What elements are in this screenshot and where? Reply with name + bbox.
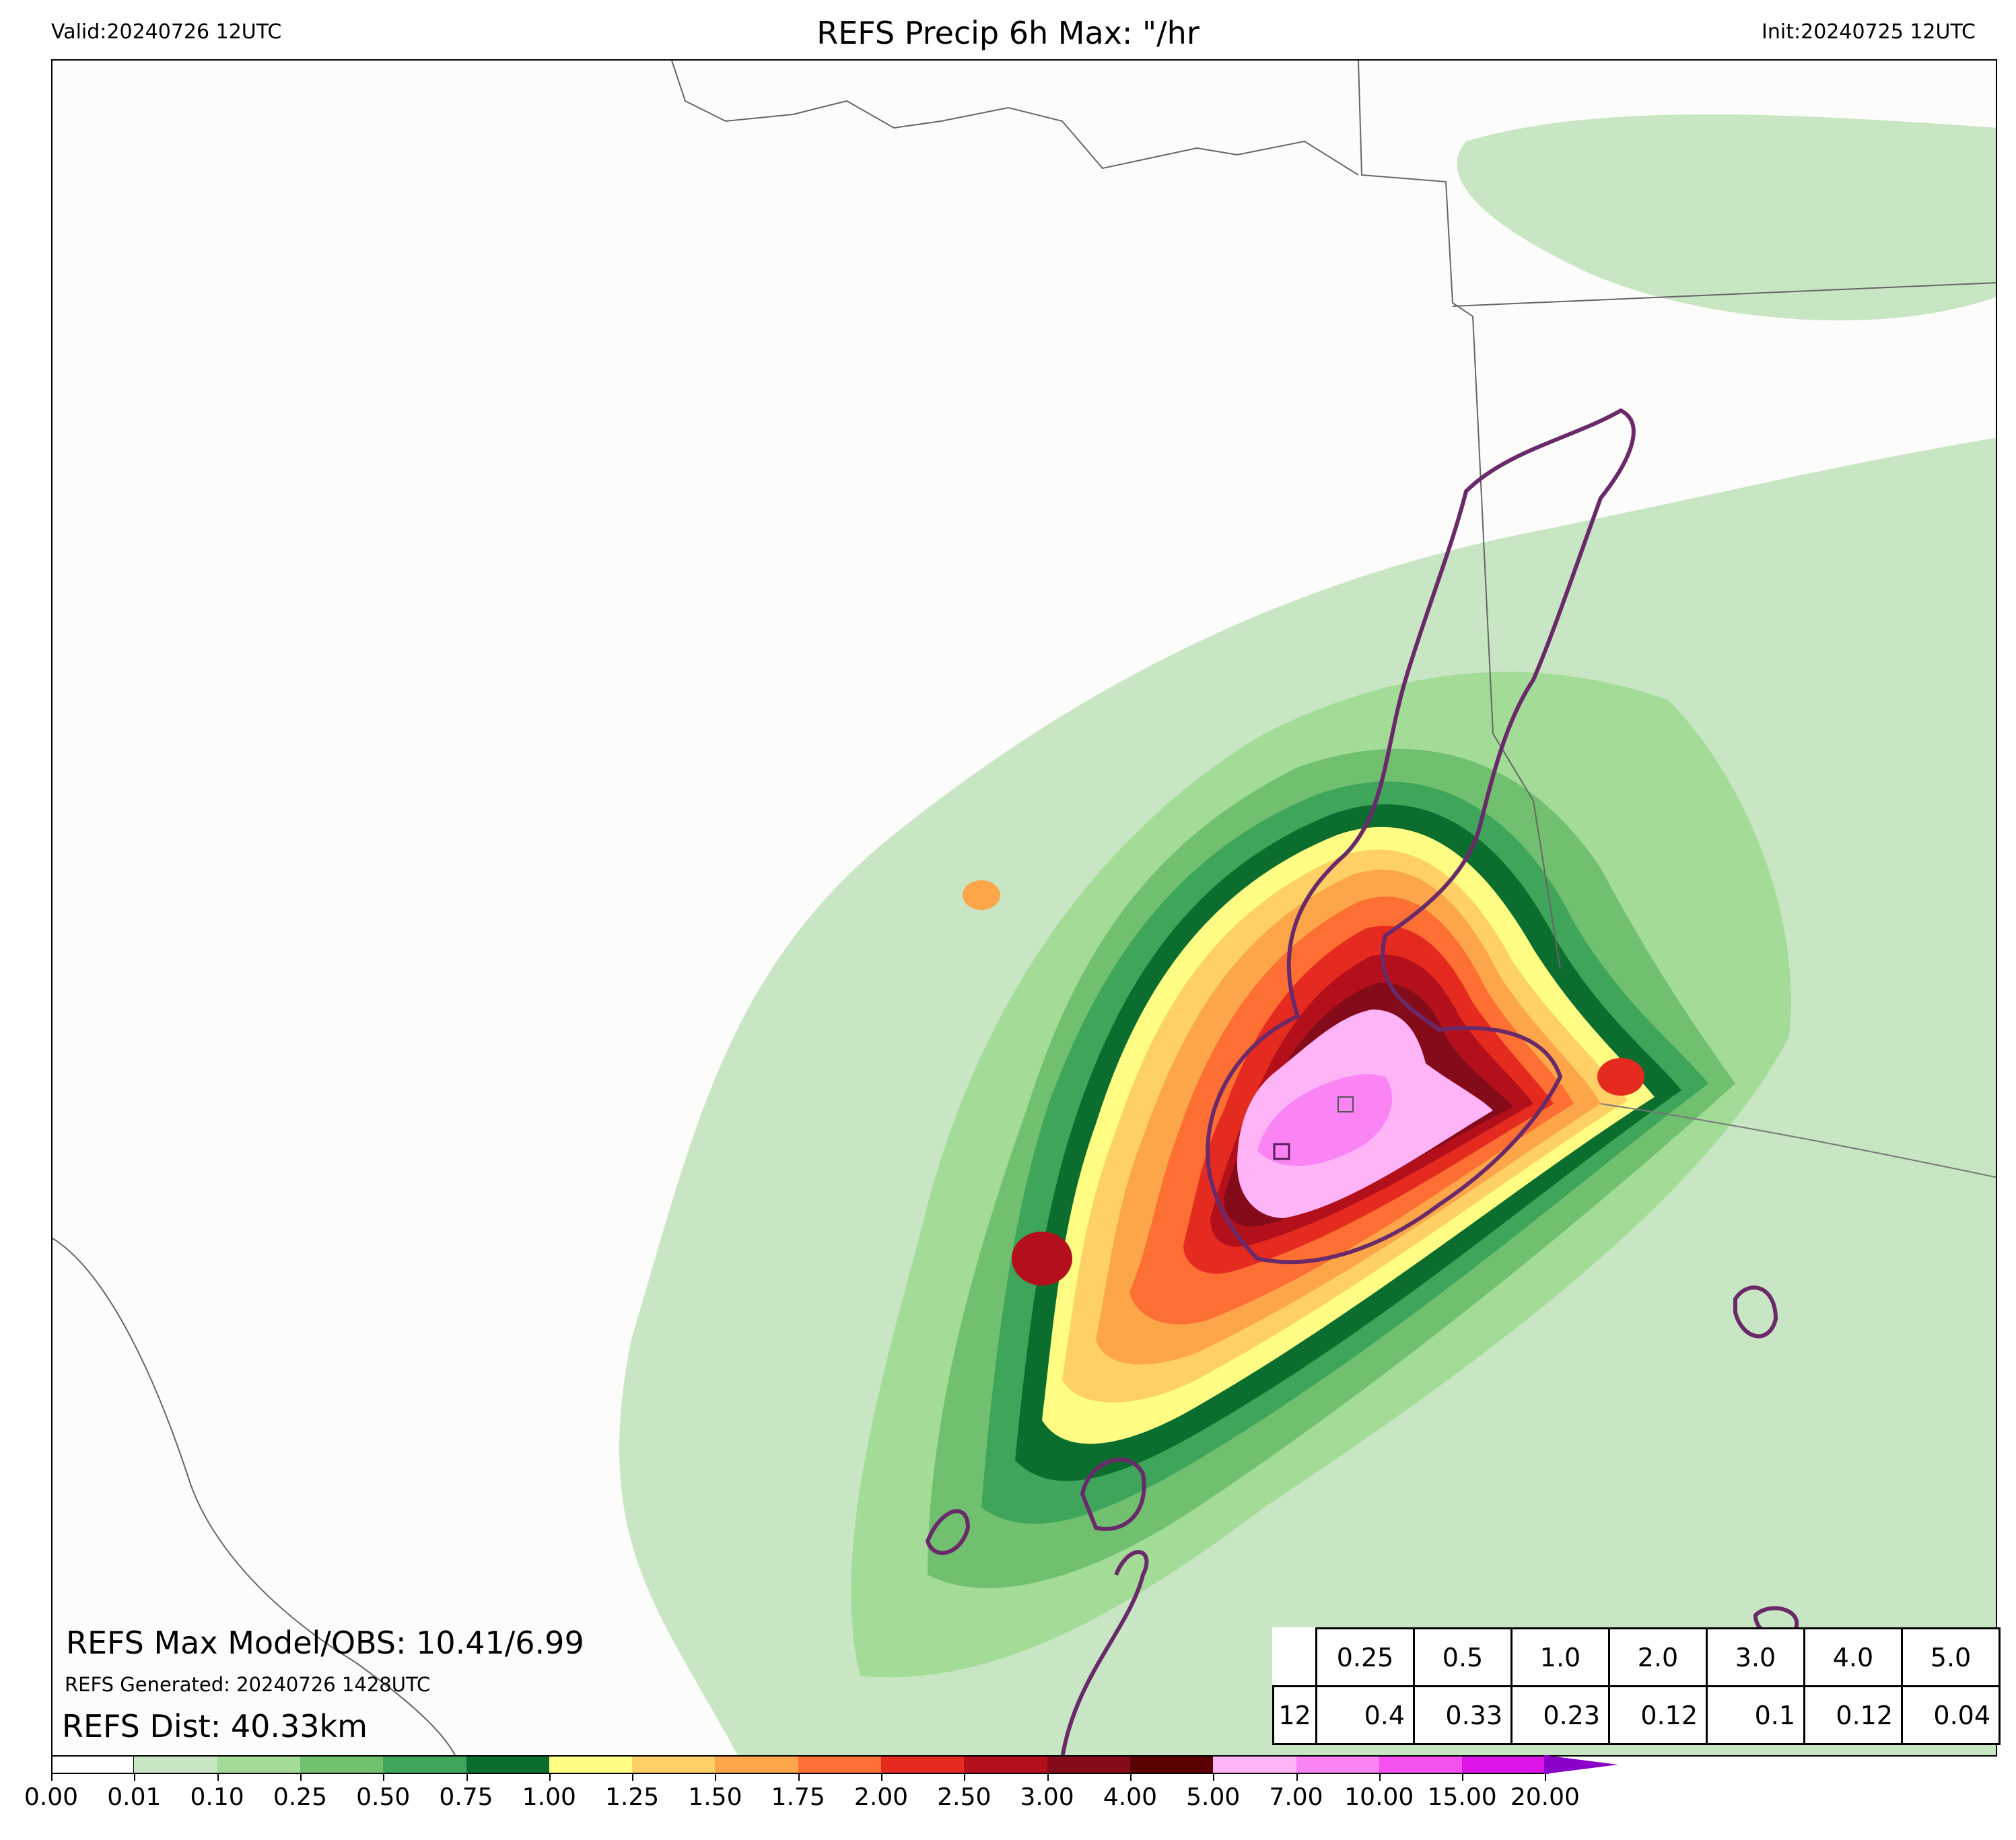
- colorbar-extend-arrow: [1544, 1755, 1618, 1774]
- colorbar-tick-label: 3.00: [1020, 1783, 1074, 1811]
- colorbar-tick-mark: [51, 1774, 53, 1781]
- colorbar: [51, 1755, 1620, 1774]
- colorbar-segment: [881, 1755, 965, 1774]
- value-cell: 0.04: [1901, 1685, 2001, 1745]
- colorbar-tick-label: 15.00: [1427, 1783, 1497, 1811]
- colorbar-segment: [549, 1755, 633, 1774]
- colorbar-segment: [1296, 1755, 1380, 1774]
- colorbar-segment: [300, 1755, 384, 1774]
- colorbar-tick-label: 20.00: [1510, 1783, 1580, 1811]
- threshold-cell: 0.25: [1315, 1627, 1415, 1687]
- colorbar-tick-mark: [466, 1774, 468, 1781]
- colorbar-tick-label: 0.01: [107, 1783, 162, 1811]
- colorbar-segment: [217, 1755, 301, 1774]
- precip-map: [51, 59, 1997, 1757]
- generated-label: REFS Generated: 20240726 1428UTC: [65, 1673, 431, 1696]
- threshold-cell: 0.5: [1413, 1627, 1513, 1687]
- colorbar-tick-label: 0.00: [24, 1783, 79, 1811]
- colorbar-tick-mark: [1545, 1774, 1547, 1781]
- value-cell: 0.1: [1706, 1685, 1805, 1745]
- colorbar-segment: [1462, 1755, 1546, 1774]
- colorbar-segment: [964, 1755, 1048, 1774]
- row-label: 12: [1272, 1685, 1317, 1745]
- colorbar-tick-label: 0.25: [273, 1783, 327, 1811]
- colorbar-tick-mark: [134, 1774, 136, 1781]
- colorbar-segment: [715, 1755, 799, 1774]
- init-time: Init:20240725 12UTC: [1762, 20, 1976, 44]
- colorbar-tick-label: 1.00: [522, 1783, 576, 1811]
- threshold-row: 0.25 0.5 1.0 2.0 3.0 4.0 5.0: [1273, 1627, 2001, 1687]
- colorbar-tick-label: 1.50: [688, 1783, 742, 1811]
- colorbar-tick-mark: [715, 1774, 717, 1781]
- valid-time: Valid:20240726 12UTC: [51, 20, 282, 44]
- distance-label: REFS Dist: 40.33km: [62, 1708, 368, 1744]
- colorbar-tick-mark: [632, 1774, 634, 1781]
- table-corner: [1273, 1628, 1317, 1687]
- colorbar-tick-label: 2.00: [854, 1783, 909, 1811]
- colorbar-tick-mark: [1047, 1774, 1049, 1781]
- colorbar-tick-label: 1.25: [605, 1783, 660, 1811]
- threshold-table: 0.25 0.5 1.0 2.0 3.0 4.0 5.0 12 0.4 0.33…: [1272, 1627, 2001, 1745]
- value-cell: 0.33: [1413, 1685, 1513, 1745]
- threshold-cell: 3.0: [1706, 1627, 1805, 1687]
- threshold-cell: 1.0: [1510, 1627, 1610, 1687]
- value-cell: 0.23: [1510, 1685, 1610, 1745]
- colorbar-segment: [1129, 1755, 1214, 1774]
- colorbar-tick-label: 5.00: [1186, 1783, 1241, 1811]
- colorbar-tick-label: 0.75: [439, 1783, 493, 1811]
- colorbar-tick-label: 4.00: [1103, 1783, 1157, 1811]
- colorbar-tick-mark: [798, 1774, 800, 1781]
- colorbar-tick-mark: [881, 1774, 882, 1781]
- colorbar-tick-label: 1.75: [771, 1783, 825, 1811]
- map-title: REFS Precip 6h Max: "/hr: [816, 15, 1200, 51]
- colorbar-tick-label: 0.10: [190, 1783, 244, 1811]
- colorbar-segment: [134, 1755, 218, 1774]
- colorbar-segment: [1213, 1755, 1297, 1774]
- colorbar-segment: [466, 1755, 550, 1774]
- colorbar-segment: [798, 1755, 882, 1774]
- colorbar-tick-mark: [217, 1774, 219, 1781]
- value-cell: 0.12: [1608, 1685, 1708, 1745]
- colorbar-tick-mark: [1462, 1774, 1464, 1781]
- colorbar-tick-mark: [383, 1774, 385, 1781]
- colorbar-tick-label: 0.50: [356, 1783, 411, 1811]
- max-model-obs-label: REFS Max Model/OBS: 10.41/6.99: [66, 1625, 584, 1661]
- threshold-cell: 4.0: [1803, 1627, 1903, 1687]
- colorbar-segment: [51, 1755, 135, 1774]
- colorbar-segment: [383, 1755, 467, 1774]
- colorbar-tick-mark: [300, 1774, 302, 1781]
- colorbar-segment: [1379, 1755, 1463, 1774]
- colorbar-tick-mark: [1296, 1774, 1298, 1781]
- colorbar-tick-label: 2.50: [937, 1783, 992, 1811]
- colorbar-tick-mark: [1129, 1774, 1132, 1781]
- colorbar-tick-label: 7.00: [1269, 1783, 1323, 1811]
- value-cell: 0.4: [1315, 1685, 1415, 1745]
- threshold-cell: 2.0: [1608, 1627, 1708, 1687]
- colorbar-tick-mark: [1213, 1774, 1215, 1781]
- colorbar-tick-label: 10.00: [1344, 1783, 1414, 1811]
- colorbar-segment: [632, 1755, 716, 1774]
- colorbar-tick-mark: [549, 1774, 551, 1781]
- threshold-cell: 5.0: [1901, 1627, 2001, 1687]
- colorbar-tick-mark: [1379, 1774, 1381, 1781]
- colorbar-tick-mark: [964, 1774, 966, 1781]
- colorbar-segment: [1047, 1755, 1131, 1774]
- value-row: 12 0.4 0.33 0.23 0.12 0.1 0.12 0.04: [1272, 1685, 2001, 1745]
- value-cell: 0.12: [1803, 1685, 1903, 1745]
